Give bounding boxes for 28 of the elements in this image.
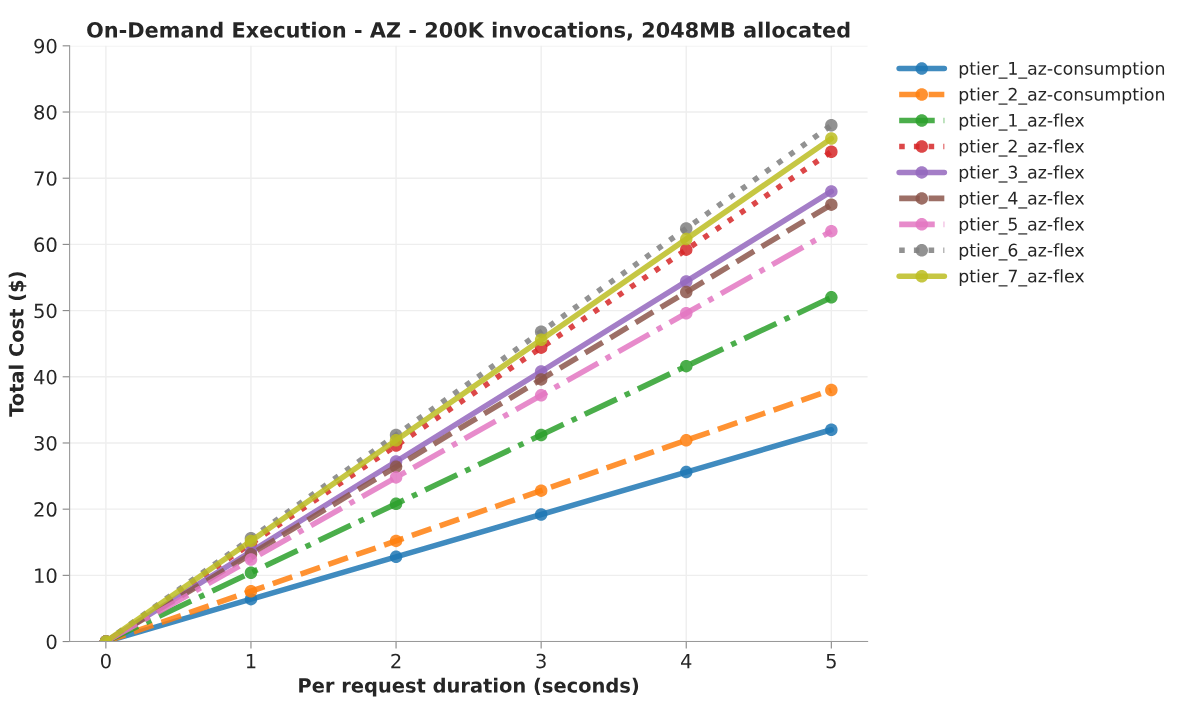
chart-title: On-Demand Execution - AZ - 200K invocations, 2048MB allocated (87, 21, 850, 41)
y-tick-label: 10 (35, 568, 57, 584)
x-tick-label: 3 (536, 653, 546, 669)
x-axis-title: Per request duration (seconds) (299, 677, 639, 697)
legend-label: ptier_1_az-consumption (959, 61, 1165, 79)
y-tick-label: 70 (34, 171, 57, 186)
y-tick-label: 60 (34, 237, 57, 253)
legend-label: ptier_6_az-flex (959, 243, 1085, 261)
y-tick-label: 0 (46, 634, 57, 650)
x-tick-label: 2 (391, 653, 401, 669)
x-tick-label: 0 (100, 653, 111, 669)
x-tick-label: 4 (681, 653, 692, 669)
y-tick-label: 90 (34, 38, 57, 54)
legend-label: ptier_2_az-flex (959, 139, 1085, 157)
y-tick-label: 80 (34, 104, 57, 120)
legend-label: ptier_2_az-consumption (959, 87, 1165, 105)
y-tick-label: 30 (34, 435, 57, 451)
y-axis-title: Total Cost ($) (8, 272, 27, 417)
legend-label: ptier_3_az-flex (959, 165, 1085, 183)
legend-label: ptier_5_az-flex (959, 217, 1085, 235)
legend-label: ptier_1_az-flex (959, 113, 1085, 131)
y-tick-label: 50 (34, 303, 57, 319)
y-tick-label: 20 (34, 502, 57, 517)
legend-label: ptier_4_az-flex (959, 191, 1085, 209)
x-tick-label: 1 (246, 653, 256, 669)
y-tick-label: 40 (34, 369, 57, 385)
x-tick-label: 5 (826, 653, 836, 669)
legend-label: ptier_7_az-flex (959, 269, 1085, 287)
